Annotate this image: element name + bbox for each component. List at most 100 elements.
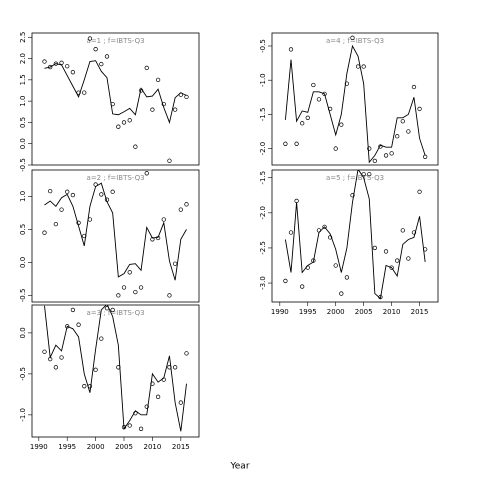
data-point: [184, 202, 189, 207]
y-tick-label: -3.0: [259, 276, 267, 290]
data-point: [339, 122, 344, 127]
y-tick-label: 1.0: [19, 96, 27, 107]
data-point: [99, 336, 104, 341]
data-point: [155, 77, 161, 82]
panel-frame: [31, 304, 200, 438]
data-point: [294, 198, 299, 204]
data-point: [167, 293, 172, 298]
y-tick-label: -2.5: [259, 241, 267, 255]
y-tick-label: 1.0: [19, 191, 27, 202]
x-tick-label: 2000: [87, 443, 105, 451]
data-point: [184, 94, 189, 100]
data-point: [283, 278, 288, 284]
data-point: [121, 285, 127, 290]
y-tick-label: -1.0: [19, 408, 27, 422]
data-point: [316, 97, 322, 102]
data-point: [311, 82, 316, 88]
y-tick-label: 0.0: [19, 138, 27, 149]
plot-area: [283, 35, 428, 164]
data-point: [283, 141, 288, 146]
panel: a=2 ; f=IBTS-Q3 -0.5 0.0 0.5 1.0: [19, 169, 200, 303]
plot-area: [283, 170, 428, 300]
y-tick-label: -0.5: [19, 367, 27, 381]
data-point: [300, 121, 305, 126]
data-point: [322, 224, 327, 230]
data-point: [161, 217, 166, 222]
data-point: [104, 54, 110, 59]
data-point: [127, 118, 132, 123]
data-point: [82, 90, 87, 95]
y-tick-label: -1.5: [259, 171, 267, 185]
panel-frame: [31, 169, 200, 303]
data-point: [333, 263, 338, 268]
data-point: [400, 228, 405, 233]
panel-frame: [271, 32, 439, 166]
data-point: [172, 365, 178, 370]
data-point: [172, 107, 178, 112]
data-point: [367, 172, 372, 177]
data-point: [288, 47, 294, 52]
y-tick-label: -1.5: [259, 108, 267, 122]
data-point: [116, 293, 121, 298]
panel: a=1 ; f=IBTS-Q3 -0.5 0.0 0.5 1.0 1.5 2.0 2.5: [19, 32, 200, 172]
data-point: [53, 221, 59, 227]
data-point: [383, 153, 389, 158]
data-point: [48, 188, 53, 194]
data-point: [167, 158, 172, 163]
data-point: [59, 355, 64, 360]
data-point: [372, 158, 377, 164]
data-point: [150, 107, 155, 112]
x-tick-label: 1990: [271, 308, 289, 316]
data-point: [417, 106, 422, 112]
data-point: [422, 154, 428, 159]
y-tick-label: -2.0: [259, 206, 267, 220]
x-tick-label: 1990: [30, 443, 48, 451]
x-axis-label: Year: [229, 462, 249, 472]
x-tick-label: 2015: [172, 443, 190, 451]
data-point: [133, 289, 138, 295]
data-point: [127, 270, 132, 275]
data-point: [344, 275, 350, 280]
data-point: [400, 119, 405, 124]
data-point: [110, 189, 115, 194]
data-point: [305, 115, 310, 120]
data-point: [65, 64, 70, 69]
y-tick-label: -0.5: [19, 289, 27, 303]
x-tick-label: 2000: [327, 308, 345, 316]
data-point: [294, 141, 299, 146]
data-point: [133, 144, 138, 149]
x-tick-label: 2005: [115, 443, 133, 451]
data-point: [121, 120, 127, 125]
panel-title: a=2 ; f=IBTS-Q3: [86, 174, 144, 182]
data-point: [155, 394, 161, 399]
data-point: [42, 349, 47, 354]
data-point: [65, 189, 70, 194]
data-point: [161, 101, 166, 107]
y-tick-label: 2.0: [19, 53, 27, 64]
x-tick-label: 2005: [355, 308, 373, 316]
panel-title: a=1 ; f=IBTS-Q3: [86, 37, 144, 45]
data-point: [339, 291, 344, 296]
y-tick-label: -0.5: [259, 39, 267, 53]
data-point: [76, 322, 81, 327]
data-point: [417, 189, 422, 194]
data-point: [178, 400, 183, 405]
data-point: [406, 129, 411, 134]
data-point: [99, 192, 104, 197]
data-point: [288, 230, 294, 235]
data-point: [99, 61, 104, 67]
data-point: [355, 64, 361, 69]
data-point: [327, 235, 333, 240]
data-line: [284, 44, 426, 164]
data-point: [172, 261, 178, 266]
x-tick-label: 1995: [58, 443, 76, 451]
x-tick-label: 2010: [144, 443, 162, 451]
y-tick-label: -1.0: [259, 73, 267, 87]
data-point: [59, 207, 64, 212]
plot-area: [42, 36, 189, 163]
y-tick-label: 1.5: [19, 74, 27, 85]
y-tick-label: 0.5: [19, 117, 27, 128]
data-line: [44, 182, 187, 281]
data-point: [144, 171, 149, 176]
data-point: [53, 365, 59, 370]
